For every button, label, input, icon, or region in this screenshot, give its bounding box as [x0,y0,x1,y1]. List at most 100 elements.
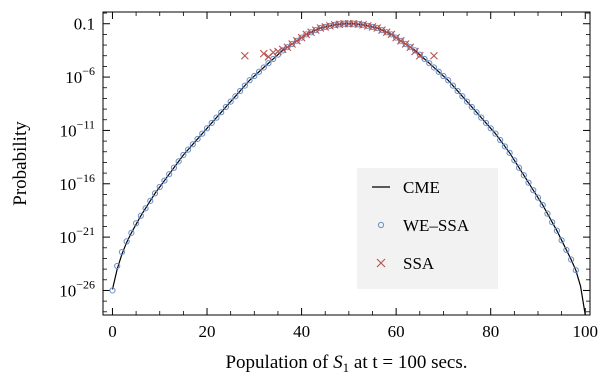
we-ssa-point [246,77,253,84]
we-ssa-point [123,238,130,245]
ssa-point [274,47,282,56]
legend-box [357,168,498,289]
ssa-point [288,40,297,48]
ssa-point [368,23,377,31]
x-axis-title-var: S [333,352,343,373]
we-ssa-point [549,219,556,226]
ssa-point [382,28,391,37]
legend-label: CME [403,178,440,197]
ssa-point [307,28,315,37]
we-ssa-point [539,202,546,209]
y-axis-title: Probability [10,121,31,206]
we-ssa-point [473,109,480,116]
we-ssa-point [416,51,423,58]
we-ssa-point [118,248,126,256]
we-ssa-point [482,119,490,127]
we-ssa-point [147,197,154,204]
ssa-point [259,49,268,58]
ssa-point [269,48,278,57]
ssa-point [302,30,311,39]
ssa-point [373,24,382,32]
y-tick-label: 10−21 [59,224,95,247]
x-tick-label: 100 [573,322,599,341]
we-ssa-point [393,34,400,41]
we-ssa-point [468,103,475,111]
we-ssa-point [208,119,215,127]
we-ssa-point [397,37,404,44]
we-ssa-point [440,72,447,80]
we-ssa-point [260,64,267,71]
plot-area [102,11,591,316]
we-ssa-point [109,287,116,294]
we-ssa-point [241,82,248,89]
y-tick-label: 0.1 [74,15,95,34]
y-axis-ticks: 0.1 10−6 10−11 10−16 10−21 10−26 [59,12,590,313]
series-line-cme [111,23,586,316]
ssa-point [240,51,249,60]
we-ssa-point [199,130,206,137]
we-ssa-point [544,210,551,217]
y-tick-label: 10−26 [59,277,95,300]
y-tick-label: 10−6 [65,64,95,87]
ssa-point [292,36,301,45]
we-ssa-point [293,37,300,44]
legend-circle-marker [377,221,385,229]
ssa-point [311,26,320,35]
we-ssa-point [501,143,508,150]
we-ssa-point [430,64,438,71]
ssa-point [283,43,292,52]
ssa-point [297,33,306,42]
we-ssa-point [213,114,220,121]
y-tick-label: 10−16 [59,171,95,194]
x-tick-label: 0 [108,322,117,341]
we-ssa-point [525,179,532,186]
x-tick-label: 80 [482,322,499,341]
we-ssa-point [511,157,518,164]
ssa-point [321,23,330,31]
we-ssa-point [180,151,187,159]
we-ssa-point [161,177,168,184]
we-ssa-point [449,82,456,89]
we-ssa-point [567,256,575,263]
we-ssa-point [156,183,163,191]
we-ssa-point [142,205,149,212]
we-ssa-point [279,47,286,54]
y-tick-label: 10−11 [60,117,95,140]
x-axis-ticks: 0 20 40 60 80 100 [108,12,598,341]
we-ssa-point [185,146,192,153]
we-ssa-point [478,114,485,121]
ssa-point [401,40,410,48]
we-ssa-point [222,103,230,111]
we-ssa-point [194,135,201,143]
ssa-point [396,36,405,45]
we-ssa-point [492,130,499,137]
ssa-point [278,45,287,54]
ssa-point [359,20,367,29]
we-ssa-point [506,149,513,156]
we-ssa-point [407,44,414,51]
legend-label: SSA [403,254,435,273]
we-ssa-point [265,60,272,67]
ssa-point [326,21,334,30]
we-ssa-point [515,164,523,171]
we-ssa-point [137,212,144,219]
we-ssa-point [151,190,159,197]
x-tick-label: 40 [293,322,310,341]
we-ssa-point [459,93,466,100]
we-ssa-point [132,220,140,227]
we-ssa-point [426,60,433,67]
we-ssa-point [175,158,182,165]
we-ssa-point [558,237,565,244]
we-ssa-point [445,77,452,84]
we-ssa-point [572,267,579,274]
ssa-point [387,30,396,39]
we-ssa-point [170,164,178,171]
ssa-point [378,26,386,35]
ssa-point [415,51,424,60]
we-ssa-point [421,55,428,63]
we-ssa-point [487,125,494,132]
we-ssa-point [218,109,225,116]
legend-x-marker [376,258,386,268]
legend-label: WE–SSA [403,216,470,235]
we-ssa-point [298,34,305,41]
